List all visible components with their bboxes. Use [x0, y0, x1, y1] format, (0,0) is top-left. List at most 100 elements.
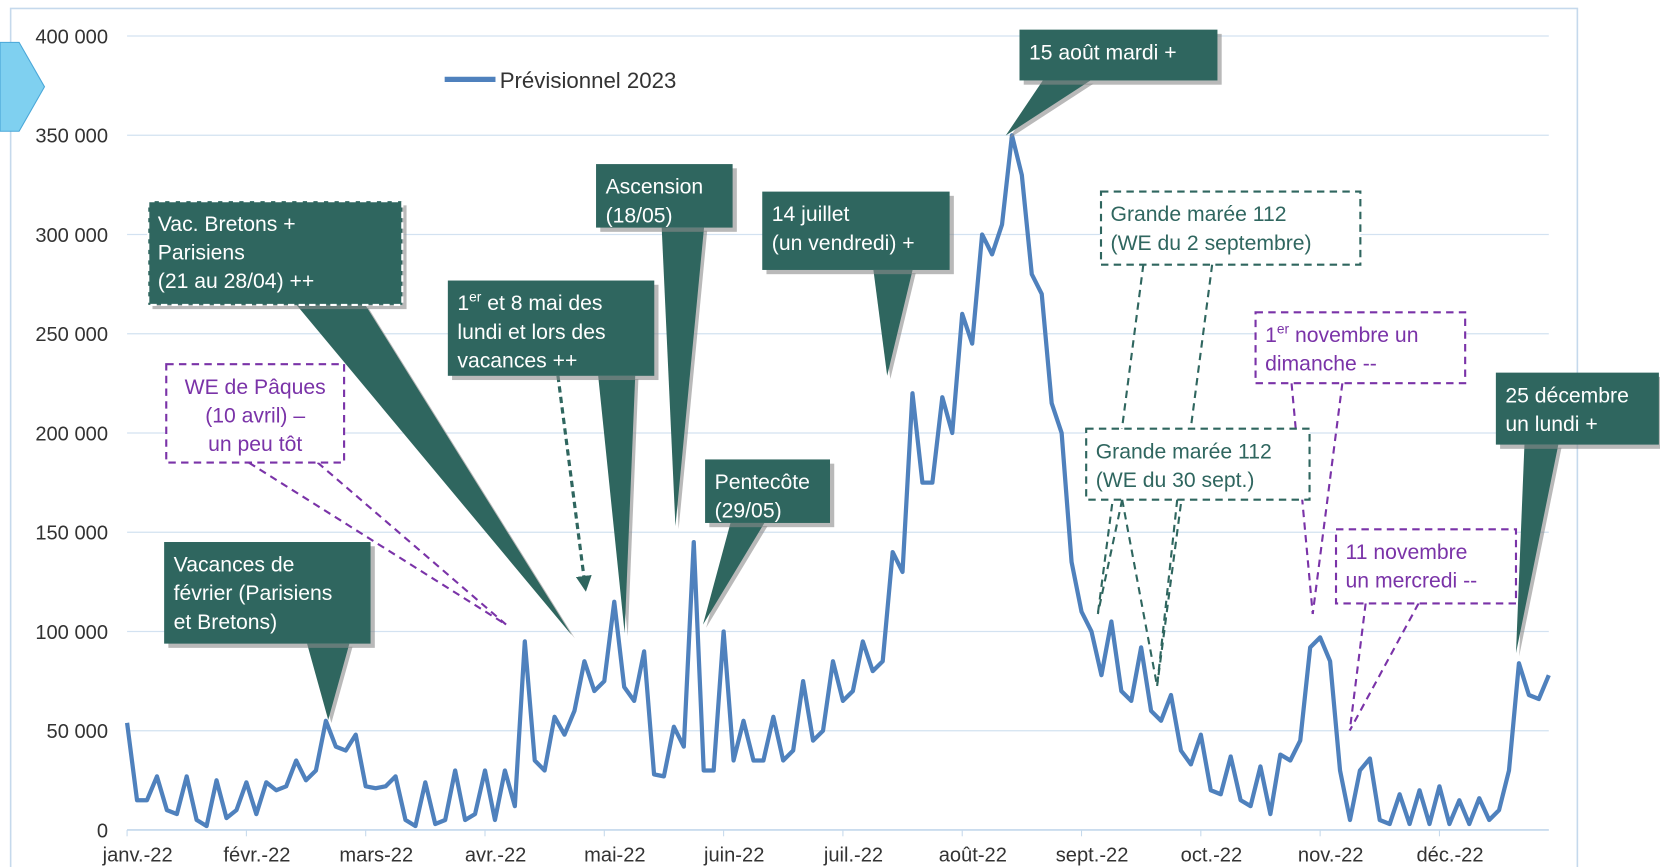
annotations: Vac. Bretons + Parisiens (21 au 28/04) ++…: [147, 29, 1660, 648]
callout-text: Pentecôte: [715, 471, 810, 494]
x-tick-label: août-22: [939, 845, 1007, 867]
y-tick-label: 0: [97, 820, 108, 842]
callout-box: [596, 164, 733, 228]
callout-pointer: [873, 269, 913, 376]
callout-text: un mercredi --: [1346, 570, 1478, 593]
callout-leader: [1096, 499, 1124, 615]
callout-text: dimanche --: [1265, 353, 1377, 376]
callout-box: [147, 200, 404, 306]
callout-leader: [1348, 602, 1420, 731]
callout-pointer: [1515, 444, 1559, 654]
callout-box: [164, 542, 371, 644]
x-tick-label: avr.-22: [465, 845, 526, 867]
callout-text: (29/05): [715, 500, 782, 523]
callout-superscript: er: [1277, 321, 1290, 336]
callout-pointer: [598, 375, 636, 634]
callout-box: [1019, 29, 1218, 81]
callout-text: 25 décembre: [1505, 384, 1629, 407]
x-tick-label: mai-22: [584, 845, 645, 867]
x-tick-label: déc.-22: [1416, 845, 1483, 867]
callout-leader: [1156, 264, 1214, 687]
callout-pointer: [307, 643, 350, 720]
y-tick-label: 300 000: [35, 225, 108, 247]
ticks: 0 50 000 100 000 150 000 200 000 250 000 300 0…: [35, 26, 1483, 866]
callout-box: [447, 280, 655, 376]
callout: Vacances de février (Parisiens et Bretons): [164, 542, 375, 648]
callout-text: Grande marée 112: [1111, 203, 1287, 226]
data-line: [124, 133, 1551, 829]
callout-text: Parisiens: [158, 241, 245, 264]
callout-text: Ascension: [606, 176, 704, 199]
y-tick-label: 350 000: [35, 126, 108, 148]
callout: 14 juillet (un vendredi) +: [762, 191, 954, 275]
callout-text: WE de Pâques: [185, 376, 326, 399]
callout-box: [165, 363, 346, 464]
callout: Vac. Bretons + Parisiens (21 au 28/04) ++: [147, 200, 407, 310]
callout-text: lundi et lors des: [457, 321, 605, 344]
callout: Grande marée 112 (WE du 2 septembre): [1099, 190, 1362, 266]
callout-arrow: [556, 375, 592, 592]
legend-label: Prévisionnel 2023: [500, 68, 677, 93]
callout-text: (18/05): [606, 204, 673, 227]
callout-box: [1099, 190, 1362, 266]
callout-text: Vacances de: [174, 554, 295, 577]
y-tick-label: 150 000: [35, 523, 108, 545]
y-tick-label: 50 000: [47, 721, 109, 743]
callout-text-part: et 8 mai des: [481, 292, 602, 315]
pointers: [248, 80, 1562, 731]
x-tick-label: janv.-22: [102, 845, 173, 867]
callout: Grande marée 112 (WE du 30 sept.): [1085, 427, 1311, 501]
callout-box: [1254, 311, 1467, 385]
callout-text: un lundi +: [1505, 413, 1597, 436]
callout-leader: [1156, 499, 1179, 687]
callout-text: 15 août mardi +: [1029, 41, 1177, 64]
callout-text: et Bretons): [174, 611, 277, 634]
y-tick-label: 250 000: [35, 324, 108, 346]
x-tick-label: nov.-22: [1298, 845, 1364, 867]
callout: 1er et 8 mai des lundi et lors des vacance…: [447, 280, 659, 381]
callout: Ascension (18/05): [596, 164, 737, 232]
callout: 25 décembre un lundi +: [1495, 372, 1660, 449]
callout-text: (un vendredi) +: [772, 232, 915, 255]
x-tick-label: oct.-22: [1181, 845, 1242, 867]
callout-text: (WE du 30 sept.): [1096, 469, 1255, 492]
callout-text: (21 au 28/04) ++: [158, 270, 314, 293]
callout-box: [1495, 372, 1659, 445]
callout-text: vacances ++: [457, 349, 577, 372]
x-tick-label: févr.-22: [223, 845, 290, 867]
callout: WE de Pâques (10 avril) – un peu tôt: [165, 363, 346, 464]
callout-superscript: er: [469, 290, 482, 305]
callout-text: 14 juillet: [772, 203, 850, 226]
y-tick-label: 400 000: [35, 26, 108, 48]
callout-leader: [316, 461, 507, 626]
callout-box: [705, 459, 830, 523]
legend: Prévisionnel 2023: [444, 68, 677, 93]
callout-box: [762, 191, 950, 270]
callout-text: un peu tôt: [208, 433, 302, 456]
callout-leader: [1121, 499, 1159, 687]
y-tick-label: 100 000: [35, 622, 108, 644]
callout: 15 août mardi +: [1019, 29, 1222, 85]
callout-text: (10 avril) –: [205, 404, 305, 427]
callout: 1er novembre un dimanche --: [1254, 311, 1467, 385]
callout-text: 1er et 8 mai des: [457, 290, 602, 315]
callout: 11 novembre un mercredi --: [1334, 528, 1518, 605]
callout-leader: [1311, 383, 1344, 615]
callout-leader: [1348, 603, 1367, 731]
callout-text-part: novembre un: [1289, 324, 1418, 347]
callout-text: Vac. Bretons +: [158, 213, 296, 236]
callout-text: (WE du 2 septembre): [1111, 232, 1312, 255]
callout-text-part: 1: [457, 292, 469, 315]
chevron-decoration: [0, 41, 46, 132]
plot: [124, 133, 1551, 829]
x-tick-label: juil.-22: [823, 845, 883, 867]
callout-text: 1er novembre un: [1265, 321, 1418, 346]
callout-text: Grande marée 112: [1096, 440, 1272, 463]
y-tick-label: 200 000: [35, 423, 108, 445]
callout-text: février (Parisiens: [174, 582, 333, 605]
x-tick-label: mars-22: [339, 845, 413, 867]
x-tick-label: sept.-22: [1056, 845, 1129, 867]
callout-box: [1334, 528, 1518, 605]
callout-pointer: [661, 227, 705, 527]
